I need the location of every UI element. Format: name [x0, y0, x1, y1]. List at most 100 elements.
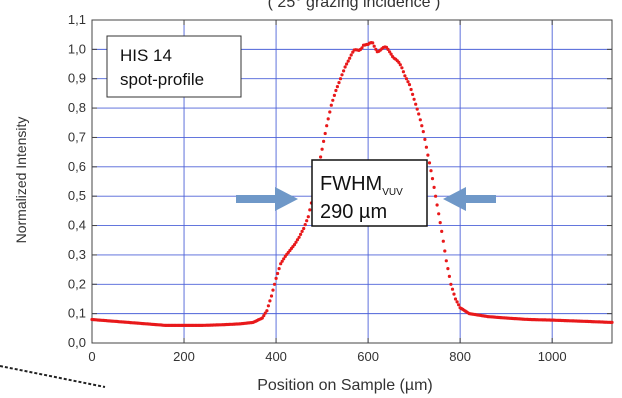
- data-point: [386, 47, 390, 52]
- data-point: [389, 52, 393, 56]
- data-point: [412, 97, 416, 101]
- y-axis-title: Normalized Intensity: [13, 117, 29, 244]
- data-point: [338, 77, 343, 81]
- data-point: [332, 93, 336, 97]
- data-point: [429, 169, 433, 173]
- right-arrow: [443, 187, 496, 211]
- data-point: [319, 155, 323, 159]
- data-point: [372, 44, 376, 48]
- data-point: [334, 88, 338, 93]
- data-point: [411, 92, 415, 96]
- data-point: [262, 314, 266, 318]
- data-point: [610, 320, 614, 324]
- x-tick-label: 600: [357, 349, 379, 364]
- data-point: [440, 229, 444, 233]
- axis-ticks: 0 200 400 600 800 1000 0,0 0,1 0,2 0,3 0,4 0,5 0,6 0,…: [68, 12, 612, 364]
- data-point: [323, 131, 327, 136]
- data-point: [300, 229, 304, 233]
- data-point: [329, 103, 333, 107]
- data-point: [274, 276, 278, 280]
- data-points: [90, 41, 614, 327]
- y-tick-label: 0,2: [68, 276, 86, 291]
- data-point: [434, 194, 438, 198]
- decorative-dashed-line: [0, 365, 106, 388]
- data-point: [388, 50, 392, 54]
- x-tick-label: 800: [449, 349, 471, 364]
- data-point: [417, 112, 421, 116]
- data-point: [450, 287, 455, 291]
- data-point: [453, 297, 458, 301]
- x-tick-label: 1000: [538, 349, 567, 364]
- data-point: [322, 139, 326, 143]
- data-point: [299, 232, 303, 236]
- y-tick-label: 0,6: [68, 159, 86, 174]
- data-point: [441, 239, 445, 243]
- data-point: [371, 41, 375, 45]
- data-point: [418, 118, 422, 122]
- data-point: [272, 282, 277, 286]
- data-point: [345, 62, 349, 66]
- data-point: [280, 259, 284, 263]
- plot-frame: [91, 19, 613, 344]
- x-axis-title: Position on Sample (µm): [257, 377, 433, 394]
- y-tick-label: 0,7: [68, 129, 86, 144]
- data-point: [294, 240, 298, 244]
- data-point: [306, 215, 310, 219]
- label-box-frame: [106, 35, 242, 98]
- data-point: [320, 147, 324, 151]
- fwhm-subscript: VUV: [382, 187, 403, 198]
- data-point: [303, 223, 307, 227]
- data-point: [449, 282, 453, 286]
- data-point: [269, 294, 274, 298]
- data-point: [360, 46, 364, 50]
- data-point: [282, 257, 286, 261]
- fwhm-value: 290 µm: [320, 201, 387, 223]
- label-box-line2: spot-profile: [120, 70, 204, 89]
- data-point: [415, 107, 419, 111]
- data-point: [331, 98, 335, 102]
- data-point: [268, 299, 272, 303]
- y-tick-label: 1,0: [68, 41, 86, 56]
- data-point: [407, 83, 412, 87]
- data-point: [346, 59, 350, 63]
- label-box: HIS 14 spot-profile: [106, 35, 242, 98]
- data-point: [432, 185, 436, 189]
- data-point: [430, 177, 435, 181]
- data-point: [297, 235, 301, 239]
- fwhm-box: [311, 159, 428, 227]
- data-point: [342, 69, 346, 73]
- data-point: [409, 87, 413, 92]
- data-point: [305, 219, 309, 223]
- data-point: [444, 259, 448, 263]
- data-point: [427, 161, 432, 165]
- fwhm-label: FWHMVUV: [320, 173, 403, 198]
- data-point: [348, 56, 352, 60]
- data-point: [406, 80, 410, 84]
- data-point: [426, 153, 430, 157]
- data-point: [435, 203, 439, 207]
- data-point: [260, 316, 264, 320]
- label-box-line1: HIS 14: [120, 46, 172, 65]
- data-point: [277, 267, 281, 271]
- fwhm-annotation: FWHMVUV 290 µm: [236, 159, 496, 227]
- data-point: [423, 137, 427, 141]
- data-point: [446, 267, 450, 271]
- chart-title: ( 25° grazing incidence ): [268, 0, 441, 11]
- data-point: [337, 81, 341, 85]
- data-point: [328, 110, 332, 114]
- data-point: [414, 102, 418, 106]
- data-point: [292, 243, 297, 247]
- data-point: [271, 288, 275, 292]
- data-point: [424, 145, 428, 149]
- y-tick-label: 0,8: [68, 100, 86, 115]
- data-point: [397, 60, 401, 64]
- data-point: [437, 212, 441, 216]
- data-point: [279, 262, 283, 266]
- data-point: [266, 304, 270, 308]
- data-point: [420, 124, 424, 128]
- data-point: [263, 311, 267, 315]
- data-point: [295, 238, 300, 242]
- x-tick-label: 400: [265, 349, 287, 364]
- data-point: [374, 47, 378, 51]
